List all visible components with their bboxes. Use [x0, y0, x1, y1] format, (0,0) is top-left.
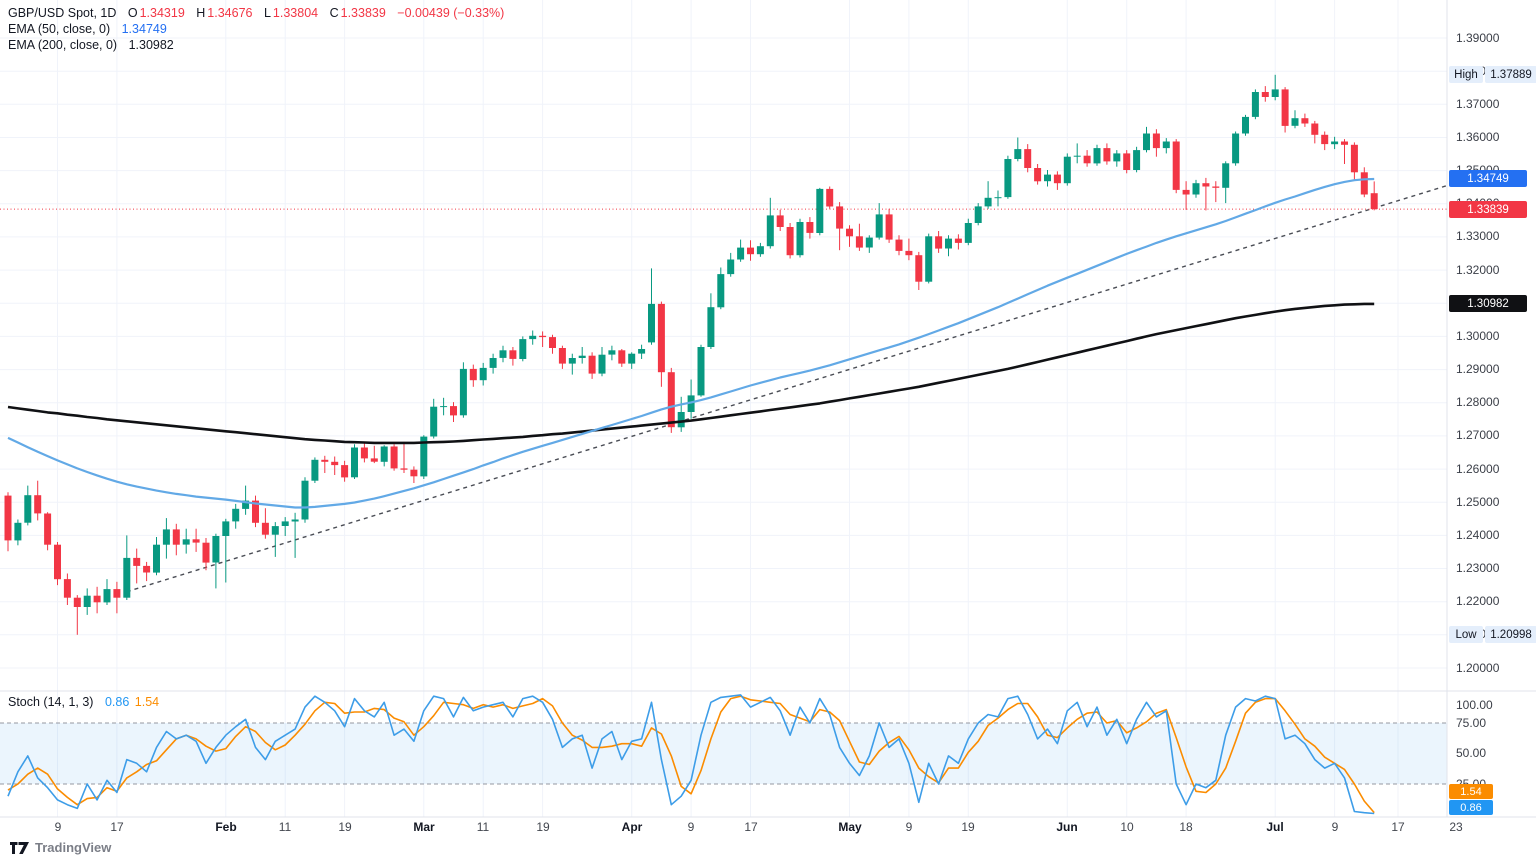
ema50-price-badge: 1.34749 [1449, 170, 1527, 187]
stoch-axis-label: 100.00 [1456, 698, 1493, 712]
low-badge-value: 1.20998 [1485, 626, 1536, 643]
time-axis-label: 9 [54, 820, 62, 834]
time-axis-label: 11 [476, 820, 490, 834]
high-price-badge: High 1.37889 [1449, 66, 1536, 83]
price-axis-label: 1.20000 [1456, 661, 1500, 675]
time-axis-label: 17 [744, 820, 758, 834]
time-axis-label: 18 [1179, 820, 1193, 834]
price-axis-label: 1.30000 [1456, 329, 1500, 343]
time-axis-month-label: May [838, 820, 862, 834]
price-axis-label: 1.23000 [1456, 561, 1500, 575]
low-price-badge: Low 1.20998 [1449, 626, 1536, 643]
stoch-axis-label: 75.00 [1456, 716, 1487, 730]
stoch-legend[interactable]: Stoch (14, 1, 3) 0.86 1.54 [8, 695, 159, 709]
ema50-legend[interactable]: EMA (50, close, 0) 1.34749 [8, 21, 504, 37]
low-label: L [263, 6, 271, 20]
stoch-axis-label: 50.00 [1456, 746, 1487, 760]
stoch-label: Stoch (14, 1, 3) [8, 695, 94, 709]
close-label: C [329, 6, 339, 20]
stoch-k-badge: 0.86 [1449, 800, 1493, 815]
high-value: 1.34676 [207, 6, 253, 20]
time-axis-label: 19 [536, 820, 550, 834]
change-value: −0.00439 (−0.33%) [397, 6, 505, 20]
time-axis-label: 9 [1331, 820, 1339, 834]
ema200-label: EMA (200, close, 0) [8, 38, 118, 52]
ema50-label: EMA (50, close, 0) [8, 22, 111, 36]
time-axis-label: 19 [338, 820, 352, 834]
low-value: 1.33804 [272, 6, 319, 20]
price-axis-label: 1.39000 [1456, 31, 1500, 45]
time-axis-label: 9 [687, 820, 695, 834]
low-badge-label: Low [1449, 626, 1483, 643]
open-value: 1.34319 [139, 6, 185, 20]
ema200-legend[interactable]: EMA (200, close, 0) 1.30982 [8, 37, 504, 53]
price-axis-label: 1.24000 [1456, 528, 1500, 542]
symbol-title: GBP/USD Spot, 1D [8, 6, 117, 20]
price-axis-label: 1.28000 [1456, 395, 1500, 409]
tradingview-logo-text: TradingView [35, 840, 112, 855]
time-axis-month-label: Jul [1266, 820, 1284, 834]
time-axis-label: 10 [1120, 820, 1134, 834]
last-price-badge: 1.33839 [1449, 201, 1527, 218]
price-axis-label: 1.26000 [1456, 462, 1500, 476]
time-axis-label: 11 [278, 820, 292, 834]
main-series-legend[interactable]: GBP/USD Spot, 1D O 1.34319 H 1.34676 L 1.33… [8, 5, 504, 53]
time-axis-label: 17 [110, 820, 124, 834]
high-badge-value: 1.37889 [1485, 66, 1536, 83]
open-label: O [127, 6, 138, 20]
tradingview-logo-icon [10, 841, 29, 854]
stoch-d-value: 1.54 [134, 695, 160, 709]
time-axis-label: 9 [905, 820, 913, 834]
price-axis-label: 1.29000 [1456, 362, 1500, 376]
tradingview-logo[interactable]: TradingView [10, 840, 111, 855]
close-value: 1.33839 [340, 6, 386, 20]
high-label: H [196, 6, 206, 20]
stoch-d-badge: 1.54 [1449, 784, 1493, 799]
high-badge-label: High [1449, 66, 1483, 83]
ema50-value: 1.34749 [121, 22, 167, 36]
time-axis-month-label: Mar [413, 820, 435, 834]
price-axis-label: 1.32000 [1456, 263, 1500, 277]
time-axis-label: 17 [1391, 820, 1405, 834]
ema200-value: 1.30982 [128, 38, 174, 52]
price-axis-label: 1.36000 [1456, 130, 1500, 144]
price-axis-label: 1.22000 [1456, 594, 1500, 608]
price-axis-label: 1.37000 [1456, 97, 1500, 111]
price-axis-label: 1.33000 [1456, 229, 1500, 243]
time-axis-month-label: Feb [215, 820, 237, 834]
symbol-legend-row: GBP/USD Spot, 1D O 1.34319 H 1.34676 L 1.33… [8, 5, 504, 21]
time-axis-month-label: Jun [1056, 820, 1078, 834]
stoch-k-value: 0.86 [104, 695, 130, 709]
price-axis-label: 1.25000 [1456, 495, 1500, 509]
price-axis-label: 1.27000 [1456, 428, 1500, 442]
ema200-price-badge: 1.30982 [1449, 295, 1527, 312]
time-axis-month-label: Apr [621, 820, 643, 834]
time-axis-label: 23 [1449, 820, 1463, 834]
time-axis-label: 19 [961, 820, 975, 834]
